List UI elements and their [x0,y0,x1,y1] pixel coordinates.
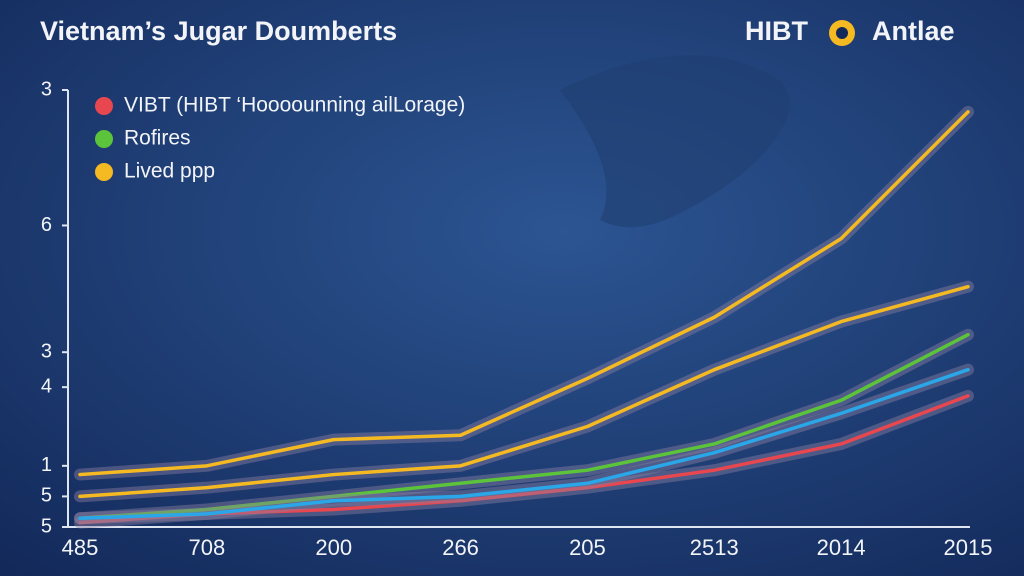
legend-swatch [95,163,113,181]
y-tick-label: 1 [41,454,52,476]
brand-suffix: Antlae [872,16,955,46]
legend-label: Rofires [124,127,191,150]
x-tick-label: 205 [569,535,606,560]
series-line [78,332,970,521]
series-line [78,367,970,521]
map-silhouette [560,55,790,228]
y-tick-label: 3 [41,340,52,362]
series-line [78,110,970,477]
legend-swatch [95,97,113,115]
x-tick-label: 2513 [690,535,739,560]
y-tick-label: 5 [41,515,52,537]
series-line [78,284,970,499]
x-tick-label: 200 [315,535,352,560]
y-tick-label: 6 [41,214,52,236]
legend-label: Lived ppp [124,160,215,183]
legend-swatch [95,130,113,148]
y-tick-label: 5 [41,485,52,507]
brand: HIBT [745,16,808,46]
y-tick-label: 3 [41,78,52,100]
x-tick-label: 266 [442,535,479,560]
x-tick-label: 708 [188,535,225,560]
x-tick-label: 485 [62,535,99,560]
brand-logo-inner [836,27,848,39]
chart-title: Vietnam’s Jugar Doumberts [40,16,397,46]
x-tick-label: 2014 [817,535,866,560]
legend-label: VIBT (HIBT ‘Hoooounning ailLorage) [124,94,465,117]
y-tick-label: 4 [41,375,52,397]
x-tick-label: 2015 [944,535,993,560]
